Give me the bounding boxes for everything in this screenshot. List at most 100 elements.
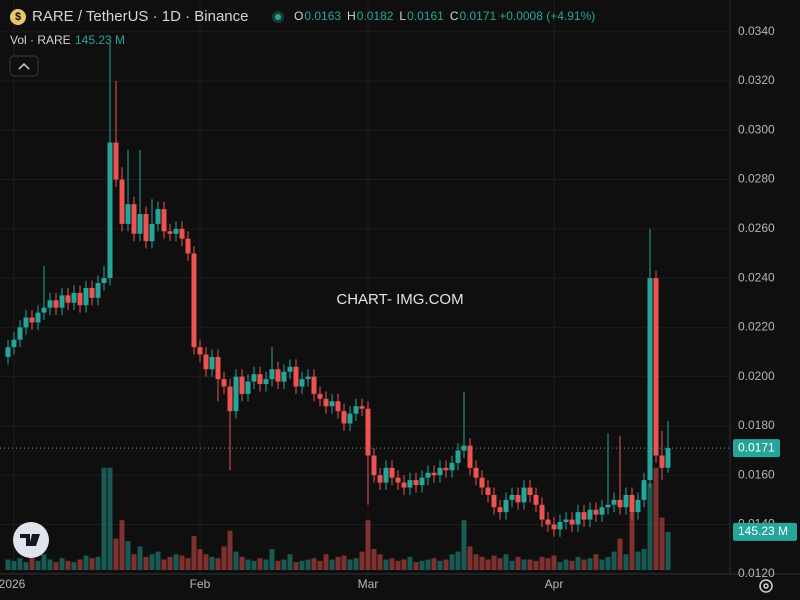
volume-bar: [491, 555, 497, 570]
volume-value: 145.23 M: [75, 33, 125, 47]
candle-body: [401, 482, 407, 488]
volume-bar: [65, 560, 71, 570]
x-tick-label: Apr: [545, 577, 564, 591]
x-tick-label: Feb: [190, 577, 211, 591]
volume-bar: [275, 560, 281, 570]
volume-bar: [71, 562, 77, 570]
candle-body: [623, 494, 629, 508]
volume-bar: [419, 560, 425, 570]
volume-bar: [5, 559, 11, 570]
candle-body: [425, 472, 431, 478]
volume-bar: [161, 559, 167, 570]
volume-bar: [113, 538, 119, 570]
volume-bar: [263, 559, 269, 570]
volume-bar: [515, 556, 521, 570]
volume-bar: [431, 558, 437, 570]
candle-body: [545, 519, 551, 525]
volume-bar: [131, 554, 137, 570]
candle-body: [119, 179, 125, 224]
ohlc-key: C: [450, 9, 459, 23]
candle-body: [587, 509, 593, 520]
settings-icon-center: [763, 583, 769, 589]
candle-body: [371, 455, 377, 476]
y-tick-label: 0.0120: [738, 566, 775, 580]
y-tick-label: 0.0280: [738, 172, 775, 186]
y-tick-label: 0.0220: [738, 320, 775, 334]
volume-bar: [89, 558, 95, 570]
candle-body: [137, 214, 143, 234]
candle-body: [149, 223, 155, 242]
candle-body: [431, 472, 437, 476]
volume-bar: [401, 559, 407, 570]
volume-bar: [425, 559, 431, 570]
volume-bar: [497, 558, 503, 570]
volume-bar: [539, 556, 545, 570]
candle-body: [293, 366, 299, 387]
volume-bar: [605, 556, 611, 570]
volume-bar: [47, 559, 53, 570]
candle-body: [305, 376, 311, 380]
volume-bar: [563, 559, 569, 570]
volume-bar: [533, 560, 539, 570]
volume-bar: [323, 554, 329, 570]
volume-bar: [215, 558, 221, 570]
candle-body: [335, 401, 341, 412]
watermark: CHART- IMG.COM: [336, 291, 463, 308]
candle-body: [167, 231, 173, 234]
candle-body: [485, 487, 491, 495]
volume-bar: [245, 559, 251, 570]
candle-body: [107, 142, 113, 279]
y-tick-label: 0.0160: [738, 467, 775, 481]
ohlc-legend: O 0.0163 H 0.0182 L 0.0161 C 0.0171 +0.0008 (+4.…: [294, 9, 595, 23]
candle-body: [641, 480, 647, 500]
candle-body: [257, 374, 263, 385]
volume-bar: [461, 520, 467, 570]
volume-bar: [569, 560, 575, 570]
volume-bar: [329, 559, 335, 570]
volume-bar: [29, 556, 35, 570]
volume-bar: [179, 555, 185, 570]
candle-body: [179, 228, 185, 239]
volume-bar: [11, 560, 17, 570]
volume-bar: [227, 530, 233, 570]
y-tick-label: 0.0340: [738, 24, 775, 38]
volume-bar: [377, 554, 383, 570]
last-price-tag: [733, 439, 780, 458]
candle-body: [359, 406, 365, 409]
collapse-button[interactable]: [9, 55, 39, 77]
volume-bar: [449, 554, 455, 570]
ohlc-key: L: [399, 9, 406, 23]
volume-bar: [95, 556, 101, 570]
volume-bar: [35, 560, 41, 570]
candle-body: [515, 494, 521, 503]
ohlc-key: H: [347, 9, 356, 23]
candle-body: [629, 494, 635, 513]
volume-bar: [395, 560, 401, 570]
candle-body: [329, 401, 335, 407]
volume-bar: [191, 535, 197, 570]
candle-body: [239, 376, 245, 394]
volume-bar: [281, 559, 287, 570]
candle-body: [113, 142, 119, 180]
volume-tag-label: 145.23 M: [738, 524, 788, 538]
candle-body: [101, 278, 107, 284]
candle-body: [509, 494, 515, 500]
volume-bar: [581, 559, 587, 570]
candle-body: [209, 356, 215, 370]
status-dot: [275, 14, 281, 20]
volume-bars: [5, 467, 671, 570]
candle-body: [227, 386, 233, 412]
settings-icon[interactable]: [759, 579, 773, 593]
candle-body: [29, 317, 35, 323]
candle-body: [563, 519, 569, 523]
candle-body: [281, 371, 287, 382]
candle-body: [95, 283, 101, 298]
ohlc-key: O: [294, 9, 303, 23]
volume-bar: [149, 554, 155, 570]
candle-body: [605, 504, 611, 508]
candle-body: [659, 455, 665, 468]
volume-bar: [611, 551, 617, 570]
last-price-label: 0.0171: [738, 440, 775, 454]
volume-bar: [317, 560, 323, 570]
